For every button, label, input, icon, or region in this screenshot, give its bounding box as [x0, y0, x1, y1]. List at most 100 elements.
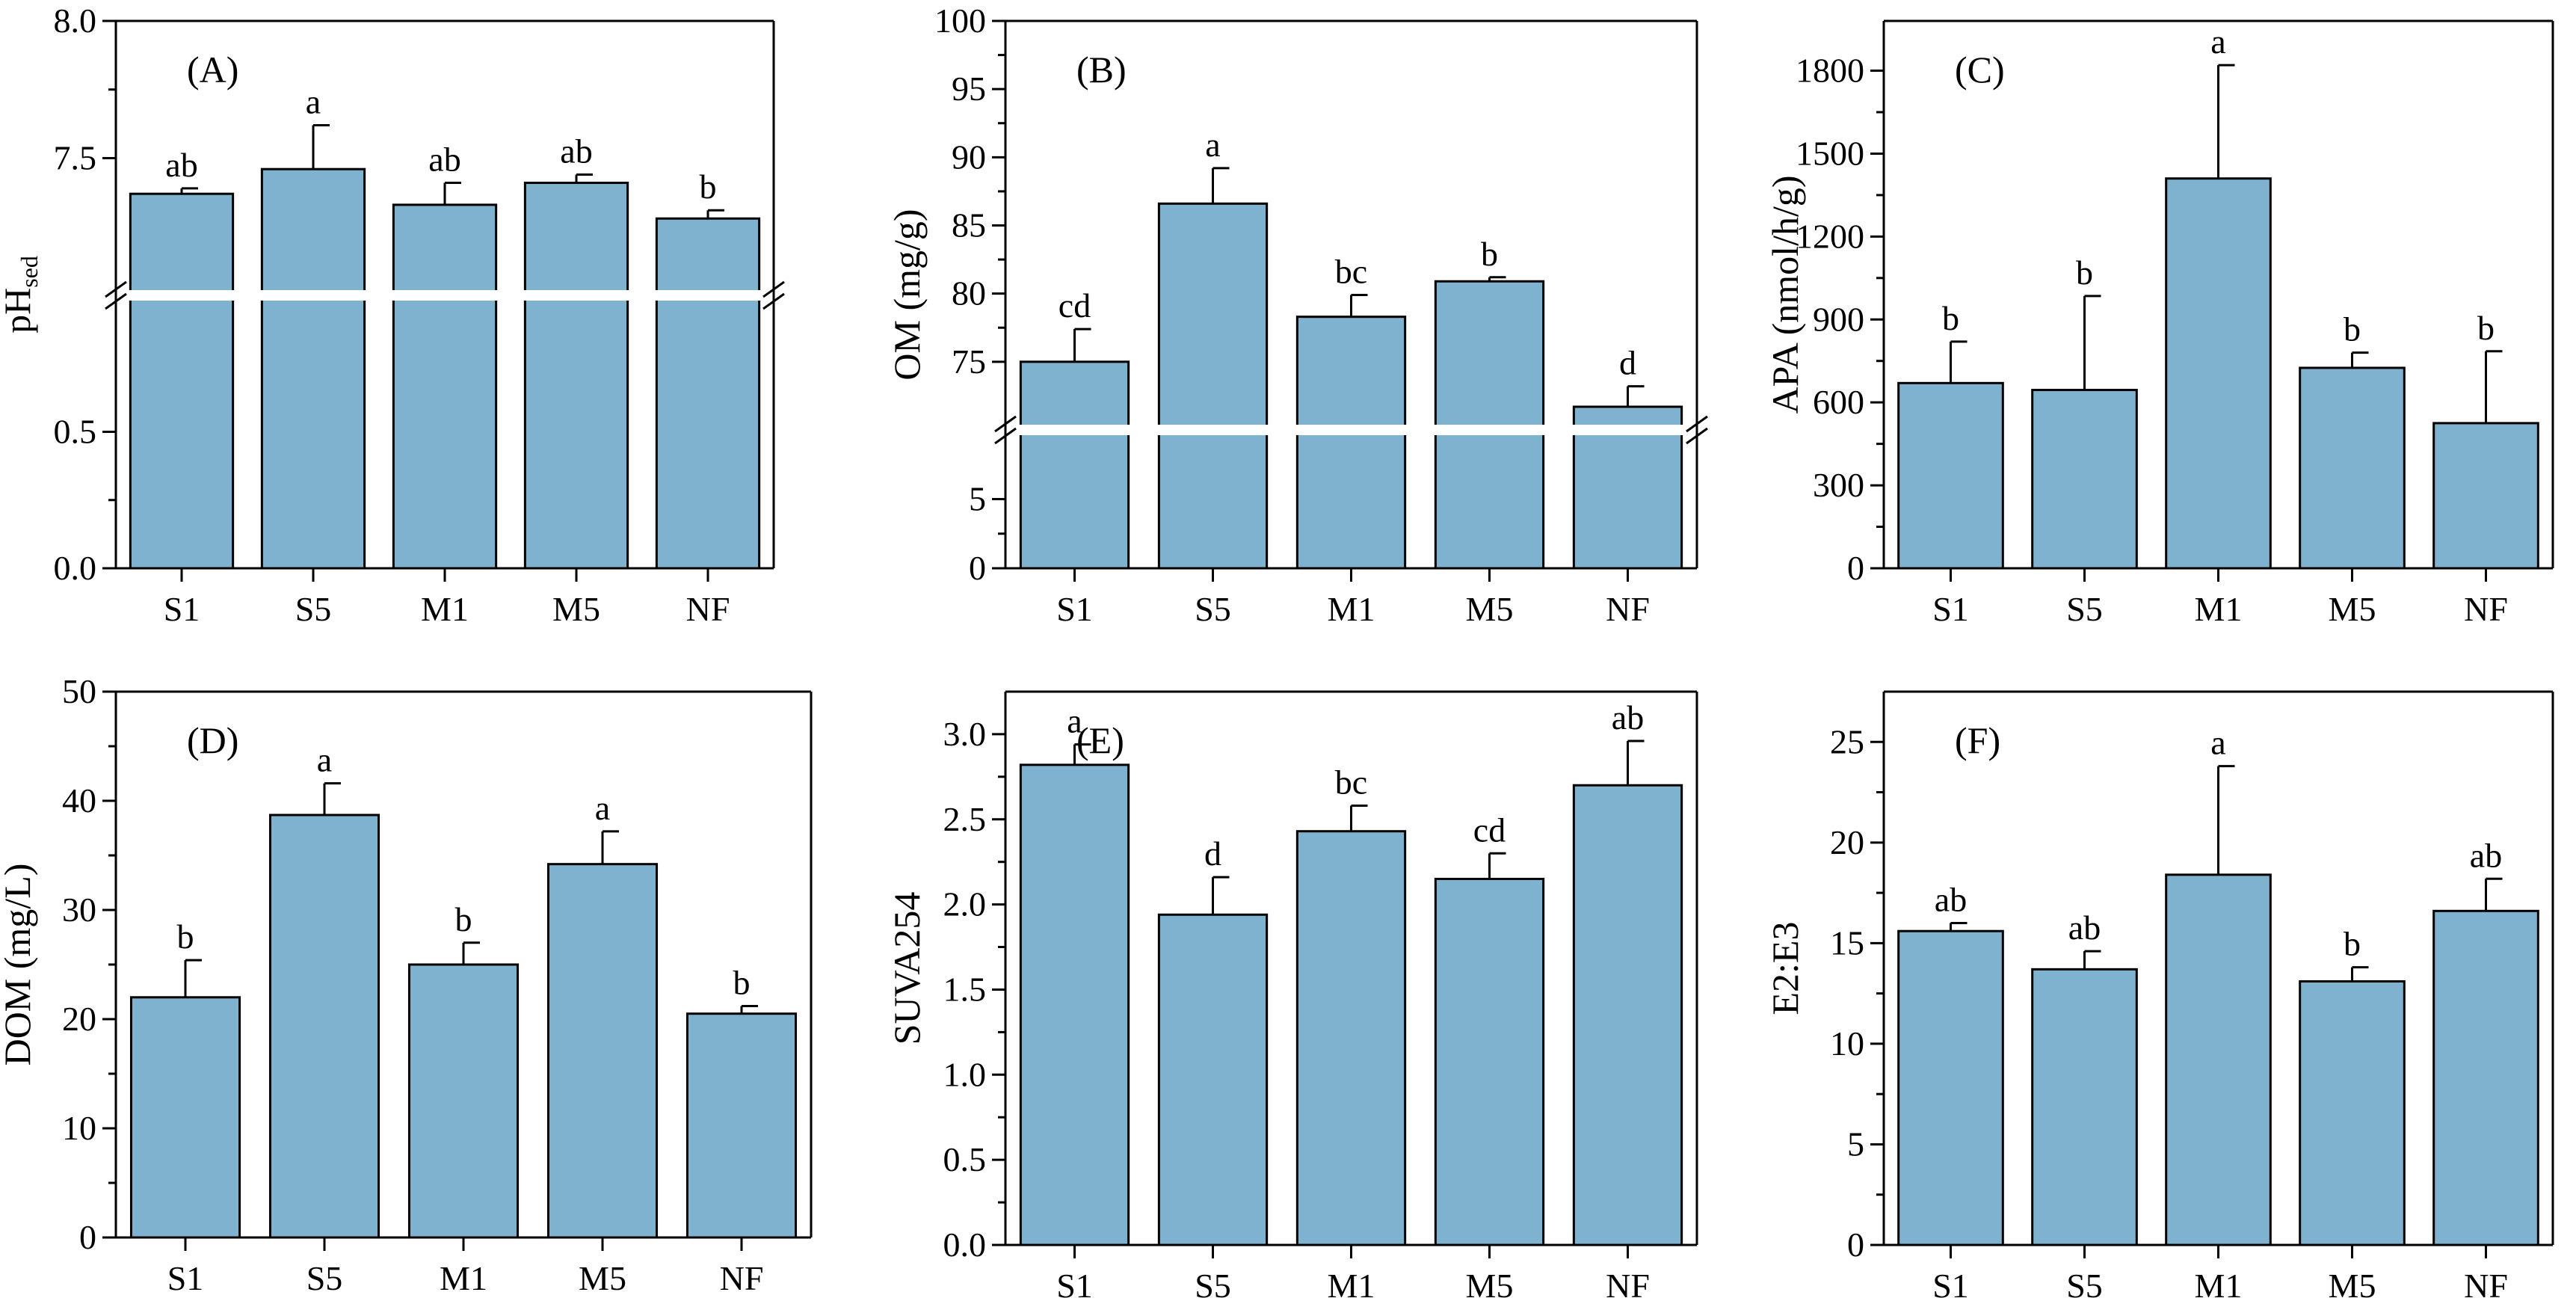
bar-M1	[2165, 177, 2272, 570]
bar-M5	[523, 182, 629, 570]
significance-letter-S5: b	[2076, 253, 2093, 292]
bar-NF	[1572, 784, 1683, 1246]
significance-letter-NF: d	[1619, 344, 1636, 382]
x-tick-label-S5: S5	[295, 590, 332, 628]
panel-label: (C)	[1955, 49, 2005, 90]
x-tick-label-S5: S5	[306, 1259, 343, 1297]
significance-letter-M1: a	[2210, 724, 2225, 762]
x-tick-label-S1: S1	[1056, 590, 1093, 628]
x-tick-label-S5: S5	[1195, 590, 1231, 628]
x-tick-label-M5: M5	[1466, 590, 1514, 628]
y-tick-label: 0	[79, 1218, 96, 1256]
x-tick-label-NF: NF	[720, 1259, 764, 1297]
significance-letter-NF: b	[733, 963, 751, 1001]
x-tick-label-M5: M5	[2329, 1267, 2376, 1305]
x-tick-label-S1: S1	[167, 1259, 204, 1297]
significance-letter-M5: ab	[560, 132, 592, 170]
y-axis-title-subscript: sed	[16, 256, 43, 288]
significance-letter-S5: a	[306, 82, 321, 120]
significance-letter-M5: cd	[1473, 811, 1506, 849]
x-tick-label-M5: M5	[1466, 1267, 1514, 1305]
x-tick-label-M1: M1	[1328, 590, 1375, 628]
y-tick-label: 1200	[1796, 217, 1864, 255]
bar-S1	[1019, 360, 1130, 570]
x-tick-label-NF: NF	[2464, 590, 2508, 628]
y-tick-label: 300	[1813, 466, 1864, 504]
bar-NF	[685, 1012, 798, 1239]
y-tick-label: 600	[1813, 383, 1864, 421]
bar-M5	[2299, 366, 2406, 570]
x-tick-label-NF: NF	[686, 590, 730, 628]
significance-letter-NF: b	[2477, 309, 2495, 347]
bar-S5	[260, 167, 366, 570]
significance-letter-NF: b	[700, 167, 717, 206]
panel-label: (D)	[187, 719, 238, 761]
x-tick-label-M1: M1	[440, 1259, 487, 1297]
x-tick-label-M5: M5	[2329, 590, 2376, 628]
significance-letter-M5: a	[595, 789, 610, 827]
panel-3: b b a b b 0 300 600 900 1200 1500 1800 S1 S5 M1 M5 NF (C)…	[1764, 19, 2554, 628]
bar-S5	[1157, 913, 1269, 1246]
significance-letter-S1: ab	[1935, 880, 1967, 918]
axis-break-band	[113, 290, 777, 301]
y-axis-title: APA (nmol/h/g)	[1764, 175, 1806, 413]
x-tick-label-S5: S5	[2066, 1267, 2103, 1305]
y-tick-label: 75	[952, 342, 986, 381]
bar-S1	[1019, 763, 1130, 1246]
bar-M1	[1295, 830, 1407, 1246]
y-tick-label: 100	[934, 1, 986, 40]
y-tick-label: 95	[952, 70, 986, 108]
bar-S5	[1157, 202, 1269, 570]
y-tick-label: 20	[62, 1000, 96, 1038]
y-tick-label: 2.0	[943, 885, 987, 923]
y-tick-label: 0	[1847, 1226, 1864, 1264]
y-tick-label: 0.0	[54, 549, 97, 587]
bar-S1	[1897, 381, 2004, 570]
significance-letter-M5: b	[1481, 235, 1498, 273]
bar-M5	[2299, 980, 2406, 1246]
bar-S1	[129, 192, 235, 570]
significance-letter-NF: ab	[2470, 836, 2502, 874]
significance-letter-S1: b	[177, 917, 194, 956]
significance-letter-S5: d	[1204, 834, 1221, 873]
x-tick-label-NF: NF	[1606, 1267, 1650, 1305]
bar-S1	[1897, 929, 2004, 1246]
y-tick-label: 900	[1813, 300, 1864, 338]
y-tick-label: 0.5	[54, 413, 97, 451]
panel-4: b a b a b 0 10 20 30 40 50 S1 S5 M1 M5 NF (D) DOM (mg/L)	[0, 672, 813, 1297]
x-tick-label-S1: S1	[1932, 590, 1969, 628]
bar-M1	[392, 203, 498, 570]
y-tick-label: 1.5	[943, 970, 987, 1008]
bar-NF	[2432, 422, 2539, 570]
panel-label: (B)	[1076, 49, 1127, 90]
bar-S5	[2031, 389, 2138, 570]
x-tick-label-M1: M1	[421, 590, 469, 628]
bar-M5	[1434, 877, 1545, 1246]
y-tick-label: 0	[1847, 549, 1864, 587]
y-tick-label: 25	[1830, 722, 1864, 760]
significance-letter-S1: cd	[1059, 286, 1091, 325]
y-tick-label: 0.5	[943, 1140, 987, 1178]
y-tick-label: 0.0	[943, 1226, 987, 1264]
panel-2: cd a bc b d 0 5 75 80 85 90 95 100 S1 S5 M1 M5 NF (B) OM (m…	[886, 1, 1708, 628]
y-tick-label: 10	[62, 1109, 96, 1147]
panel-label: (F)	[1955, 719, 2000, 761]
x-tick-label-M5: M5	[552, 590, 600, 628]
significance-letter-M1: bc	[1335, 763, 1367, 802]
bar-S5	[2031, 968, 2138, 1246]
panel-5: a d bc cd ab 0.0 0.5 1.0 1.5 2.0 2.5 3.0 S1 S5 M1 M5 NF (…	[886, 690, 1698, 1305]
x-tick-label-M5: M5	[579, 1259, 626, 1297]
significance-letter-S1: ab	[165, 146, 197, 184]
y-tick-label: 80	[952, 274, 986, 313]
bar-NF	[655, 217, 761, 570]
x-tick-label-S1: S1	[1932, 1267, 1969, 1305]
y-tick-label: 3.0	[943, 715, 987, 753]
y-axis-title: SUVA254	[886, 892, 928, 1045]
y-tick-label: 2.5	[943, 800, 987, 838]
y-tick-label: 1500	[1796, 134, 1864, 172]
y-axis-title: E2:E3	[1764, 922, 1806, 1015]
x-tick-label-S1: S1	[164, 590, 200, 628]
panel-label: (A)	[187, 49, 238, 90]
